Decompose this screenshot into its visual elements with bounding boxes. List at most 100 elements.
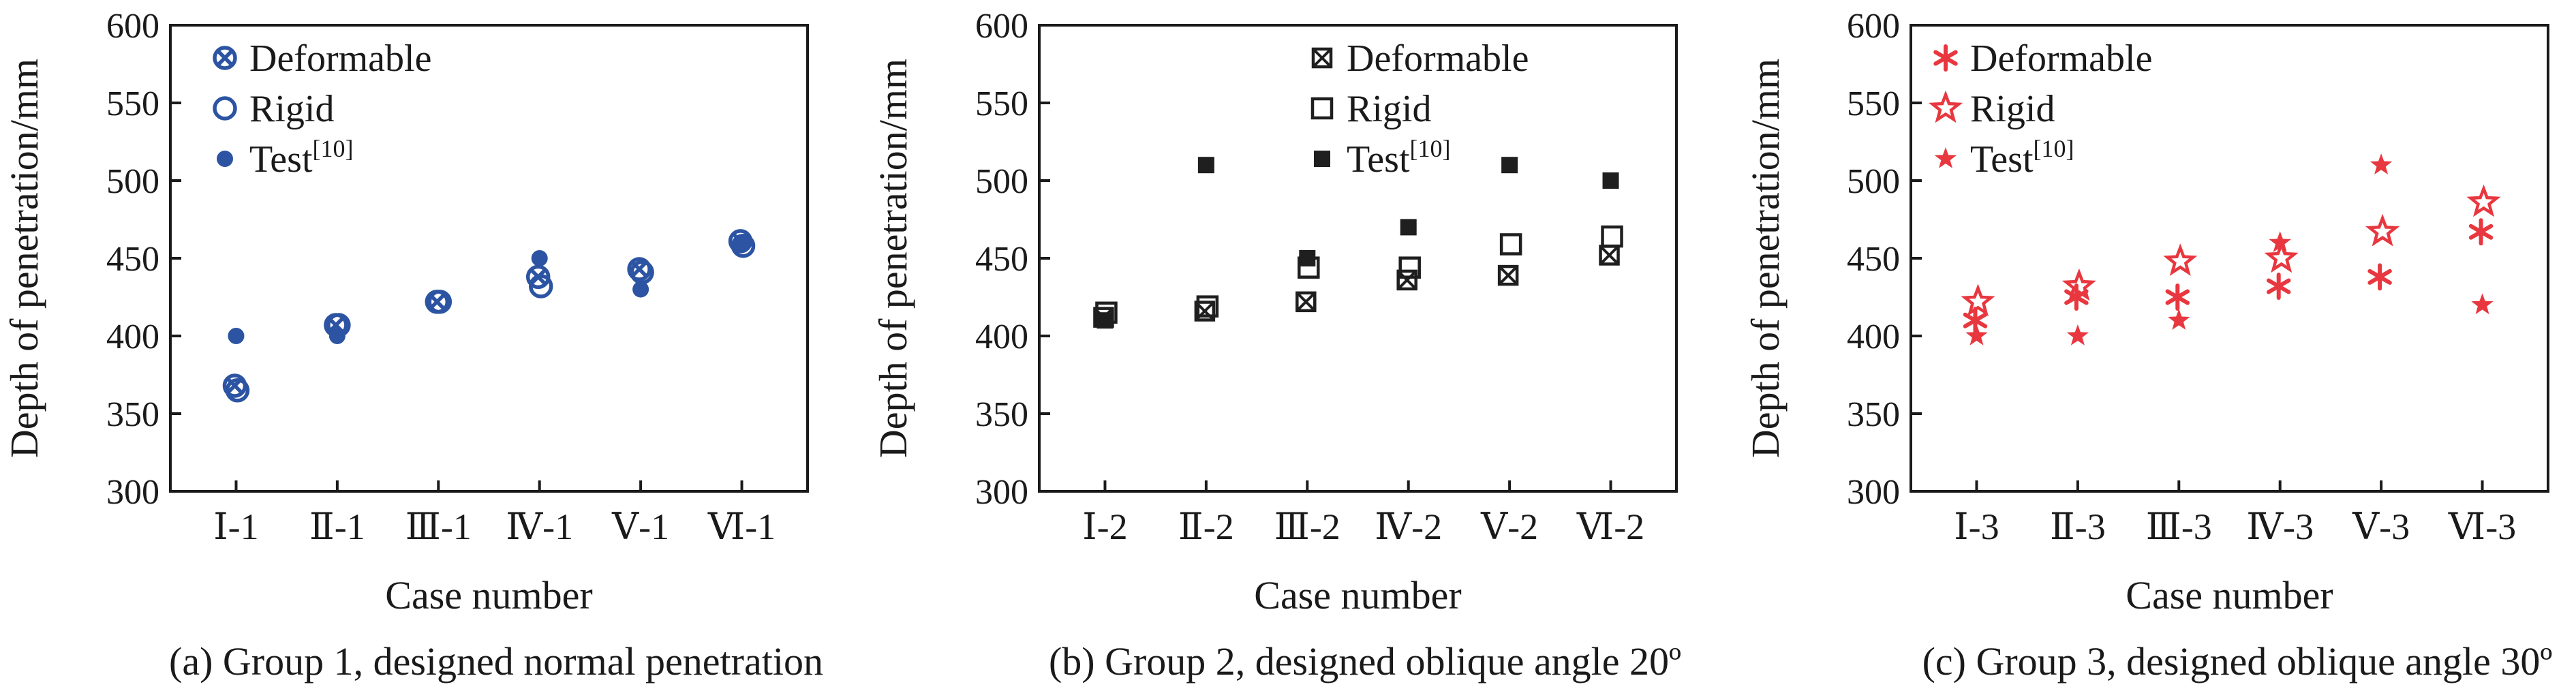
data-point — [531, 250, 548, 266]
series-deformable — [222, 229, 753, 398]
data-point — [1961, 283, 1995, 317]
data-point — [2061, 268, 2096, 301]
y-axis-label: Depth of penetration/mm — [1743, 59, 1788, 458]
data-point — [1196, 295, 1219, 318]
x-axis-label: Case number — [2126, 573, 2333, 617]
data-point — [1197, 157, 1214, 174]
legend-series-name: Deformable — [1970, 37, 2152, 80]
legend-label: Rigid — [1970, 88, 2055, 130]
legend-marker — [217, 151, 233, 167]
data-point — [1601, 225, 1623, 248]
x-tick-label: Ⅲ-3 — [2146, 506, 2212, 547]
y-tick-label: 550 — [975, 85, 1028, 123]
x-tick-label: Ⅲ-1 — [405, 506, 472, 547]
series-rigid — [1095, 225, 1623, 324]
data-point — [1963, 307, 1988, 335]
legend-label: Deformable — [1347, 37, 1529, 80]
legend-label: Deformable — [249, 37, 431, 80]
data-point — [1499, 233, 1522, 256]
x-tick-label: Ⅰ-2 — [1082, 506, 1127, 547]
legend-marker — [213, 96, 237, 121]
legend-label: Deformable — [1970, 37, 2152, 80]
x-tick-label: Ⅰ-3 — [1954, 506, 1999, 547]
legend-superscript: [10] — [2034, 135, 2074, 162]
data-point — [632, 281, 649, 298]
y-tick-label: 300 — [106, 473, 159, 512]
legend-series-name: Rigid — [1970, 88, 2055, 130]
y-tick-label: 600 — [106, 7, 159, 46]
y-tick-label: 350 — [1847, 395, 1900, 434]
y-tick-label: 400 — [975, 318, 1028, 356]
x-tick-label: Ⅵ-3 — [2448, 506, 2516, 547]
data-point — [2066, 324, 2089, 346]
data-point — [2466, 184, 2501, 217]
x-tick-label: Ⅳ-3 — [2246, 506, 2314, 547]
data-point — [228, 328, 245, 344]
chart-panel-3: 300 350 400 450 500 550 600 Ⅰ-3 Ⅱ-3 Ⅲ-3 Ⅳ-3 Ⅴ-3 Ⅵ-3 C… — [1743, 7, 2552, 684]
legend-label: Test[10] — [1347, 135, 1451, 181]
data-point — [2165, 283, 2190, 311]
x-tick-label: Ⅱ-2 — [1178, 506, 1234, 547]
x-axis-label: Case number — [385, 573, 592, 617]
data-point — [2471, 293, 2494, 315]
legend-label: Test[10] — [1970, 135, 2074, 181]
data-point — [2468, 218, 2494, 246]
legend-series-name: Test — [1347, 138, 1410, 181]
y-tick-label: 550 — [106, 85, 159, 123]
data-point — [2168, 309, 2190, 330]
legend-marker — [1311, 47, 1333, 69]
y-tick-label: 400 — [106, 318, 159, 356]
legend-superscript: [10] — [1410, 135, 1451, 162]
y-axis-label: Depth of penetration/mm — [871, 59, 915, 458]
x-tick-label: Ⅳ-1 — [506, 506, 573, 547]
series-test — [1965, 153, 2494, 346]
series-rigid — [1961, 184, 2501, 317]
data-point — [2266, 273, 2291, 301]
data-point — [328, 328, 346, 344]
data-point — [1398, 256, 1421, 279]
data-point — [2269, 231, 2291, 252]
legend-series-name: Rigid — [1347, 88, 1431, 130]
data-point — [1299, 250, 1316, 266]
series-deformable — [1093, 245, 1620, 328]
data-point — [528, 274, 553, 298]
y-tick-label: 550 — [1847, 85, 1900, 123]
legend-marker — [1928, 90, 1963, 123]
legend: Deformable Rigid Test[10] — [213, 37, 431, 181]
legend-label: Rigid — [249, 88, 334, 130]
legend-superscript: [10] — [313, 135, 354, 162]
data-point — [2367, 263, 2392, 291]
y-tick-label: 300 — [975, 473, 1028, 512]
data-point — [1602, 172, 1619, 189]
data-point — [225, 378, 250, 403]
x-tick-label: Ⅳ-2 — [1375, 506, 1442, 547]
legend-marker — [213, 46, 237, 70]
legend-marker — [1310, 97, 1334, 120]
y-tick-label: 500 — [1847, 162, 1900, 201]
y-tick-label: 450 — [975, 240, 1028, 279]
legend: Deformable Rigid Test[10] — [1310, 37, 1529, 181]
y-tick-label: 600 — [975, 7, 1028, 46]
x-axis-label: Case number — [1254, 573, 1461, 617]
data-point — [427, 290, 453, 314]
y-tick-label: 500 — [106, 162, 159, 201]
x-tick-label: Ⅴ-3 — [2352, 506, 2410, 547]
series-test — [1097, 157, 1619, 329]
panel-caption: (a) Group 1, designed normal penetration — [169, 639, 823, 684]
x-tick-label: Ⅵ-2 — [1576, 506, 1644, 547]
data-point — [2365, 213, 2400, 247]
x-tick-label: Ⅲ-2 — [1274, 506, 1340, 547]
legend-series-name: Rigid — [249, 88, 334, 130]
data-point — [733, 234, 750, 251]
panel-caption: (c) Group 3, designed oblique angle 30º — [1922, 639, 2553, 684]
legend: Deformable Rigid Test[10] — [1928, 37, 2152, 181]
series-test — [228, 234, 750, 344]
data-point — [1400, 219, 1417, 236]
x-tick-label: Ⅵ-1 — [707, 506, 776, 547]
data-point — [1599, 245, 1620, 266]
y-tick-label: 400 — [1847, 318, 1900, 356]
legend-marker — [1314, 151, 1330, 167]
data-point — [1097, 312, 1114, 329]
series-deformable — [1963, 218, 2494, 335]
